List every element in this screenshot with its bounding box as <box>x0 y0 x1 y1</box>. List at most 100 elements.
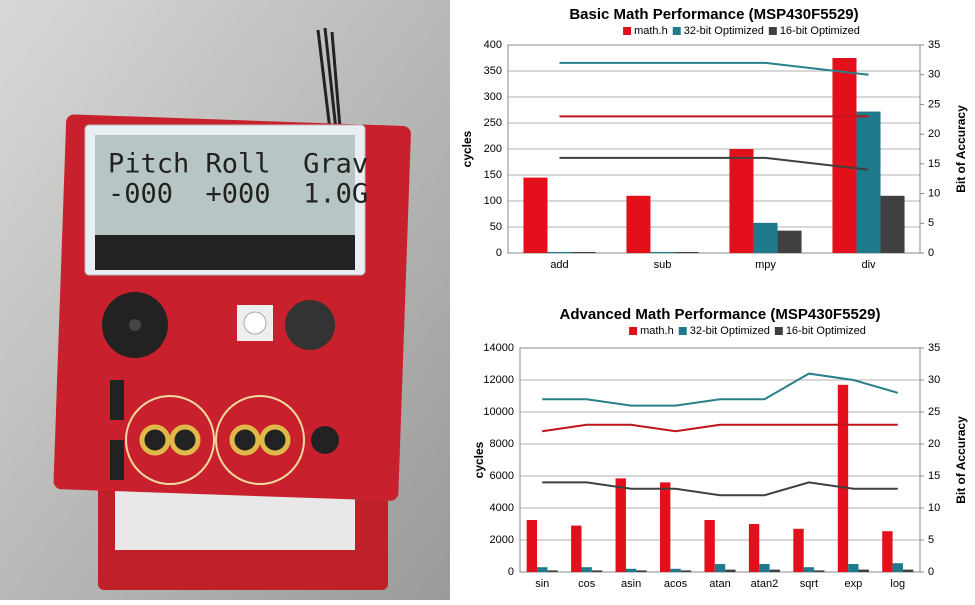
chart-title: Basic Math Performance (MSP430F5529) <box>569 6 858 23</box>
legend-swatch <box>678 327 687 335</box>
photo: Pitch Roll Grav -000 +000 1.0G <box>0 0 450 600</box>
y-axis-label: cycles <box>472 441 486 478</box>
bar <box>793 528 804 572</box>
bar <box>725 569 736 572</box>
bar <box>581 567 592 572</box>
y2-tick-label: 30 <box>928 374 940 386</box>
x-tick-label: exp <box>844 578 862 590</box>
y-tick-label: 0 <box>496 247 502 259</box>
bar <box>674 251 699 253</box>
y-tick-label: 250 <box>484 117 502 129</box>
bar <box>625 568 637 572</box>
bar <box>591 570 603 572</box>
bar <box>537 567 548 572</box>
y2-axis-label: Bit of Accuracy <box>954 105 968 193</box>
x-tick-label: div <box>861 259 876 271</box>
y2-tick-label: 0 <box>928 566 934 578</box>
bar <box>571 525 582 572</box>
legend-swatch <box>768 27 777 35</box>
bar <box>902 569 914 572</box>
y2-tick-label: 10 <box>928 187 940 199</box>
legend-label: math.h <box>634 25 668 37</box>
y2-tick-label: 30 <box>928 69 940 81</box>
accuracy-line <box>542 481 898 497</box>
y-tick-label: 0 <box>508 566 514 578</box>
legend-swatch <box>623 27 632 35</box>
y-tick-label: 50 <box>490 221 502 233</box>
y2-tick-label: 35 <box>928 342 940 354</box>
bar <box>858 569 869 572</box>
x-tick-label: sin <box>535 578 549 590</box>
legend-label: 32-bit Optimized <box>690 325 770 337</box>
y2-tick-label: 25 <box>928 406 940 418</box>
legend-swatch <box>672 27 681 35</box>
x-tick-label: acos <box>664 578 688 590</box>
bar <box>753 222 778 253</box>
bar <box>856 111 881 253</box>
chart-title: Advanced Math Performance (MSP430F5529) <box>560 306 881 323</box>
bar <box>680 570 692 572</box>
bar <box>769 569 780 572</box>
legend-swatch <box>774 327 783 335</box>
accuracy-line <box>542 423 898 433</box>
bar <box>547 570 558 572</box>
bar <box>636 570 647 572</box>
legend-swatch <box>629 327 638 335</box>
accuracy-line <box>559 61 869 76</box>
bar <box>650 251 675 253</box>
legend-label: 32-bit Optimized <box>684 25 764 37</box>
lcd-line: -000 +000 1.0G <box>108 179 368 210</box>
bar <box>880 195 905 253</box>
y2-tick-label: 20 <box>928 128 940 140</box>
y-tick-label: 4000 <box>490 502 514 514</box>
legend-label: math.h <box>640 325 674 337</box>
bar <box>748 524 760 572</box>
y2-tick-label: 25 <box>928 98 940 110</box>
bar <box>660 482 671 572</box>
x-tick-label: add <box>550 259 568 271</box>
bar <box>526 520 538 572</box>
bar <box>571 251 596 253</box>
y-tick-label: 100 <box>484 195 502 207</box>
y-tick-label: 12000 <box>483 374 514 386</box>
bar <box>615 478 626 572</box>
y-tick-label: 300 <box>484 91 502 103</box>
y2-axis-label: Bit of Accuracy <box>954 416 968 504</box>
bar <box>777 230 802 253</box>
y-tick-label: 2000 <box>490 534 514 546</box>
y-tick-label: 14000 <box>483 342 514 354</box>
y-tick-label: 10000 <box>483 406 514 418</box>
bar <box>547 251 572 253</box>
y2-tick-label: 5 <box>928 534 934 546</box>
y-tick-label: 8000 <box>490 438 514 450</box>
y-axis-label: cycles <box>460 130 474 167</box>
x-tick-label: cos <box>578 578 596 590</box>
bar <box>670 568 681 572</box>
y2-tick-label: 20 <box>928 438 940 450</box>
x-tick-label: atan2 <box>751 578 779 590</box>
lcd <box>95 135 355 235</box>
y2-tick-label: 35 <box>928 39 940 51</box>
bar <box>626 195 651 253</box>
y2-tick-label: 5 <box>928 217 934 229</box>
x-tick-label: sqrt <box>800 578 818 590</box>
bar <box>837 384 849 572</box>
y2-tick-label: 0 <box>928 247 934 259</box>
x-tick-label: log <box>890 578 905 590</box>
y-tick-label: 200 <box>484 143 502 155</box>
accuracy-line <box>542 372 899 407</box>
y-tick-label: 6000 <box>490 470 514 482</box>
y2-tick-label: 15 <box>928 470 940 482</box>
bar <box>832 58 857 253</box>
bar <box>714 564 726 572</box>
bar <box>803 567 815 572</box>
y2-tick-label: 15 <box>928 158 940 170</box>
y-tick-label: 350 <box>484 65 502 77</box>
bar <box>523 177 548 253</box>
bar <box>814 570 825 572</box>
bar <box>729 149 754 253</box>
legend-label: 16-bit Optimized <box>780 25 860 37</box>
y-tick-label: 400 <box>484 39 502 51</box>
